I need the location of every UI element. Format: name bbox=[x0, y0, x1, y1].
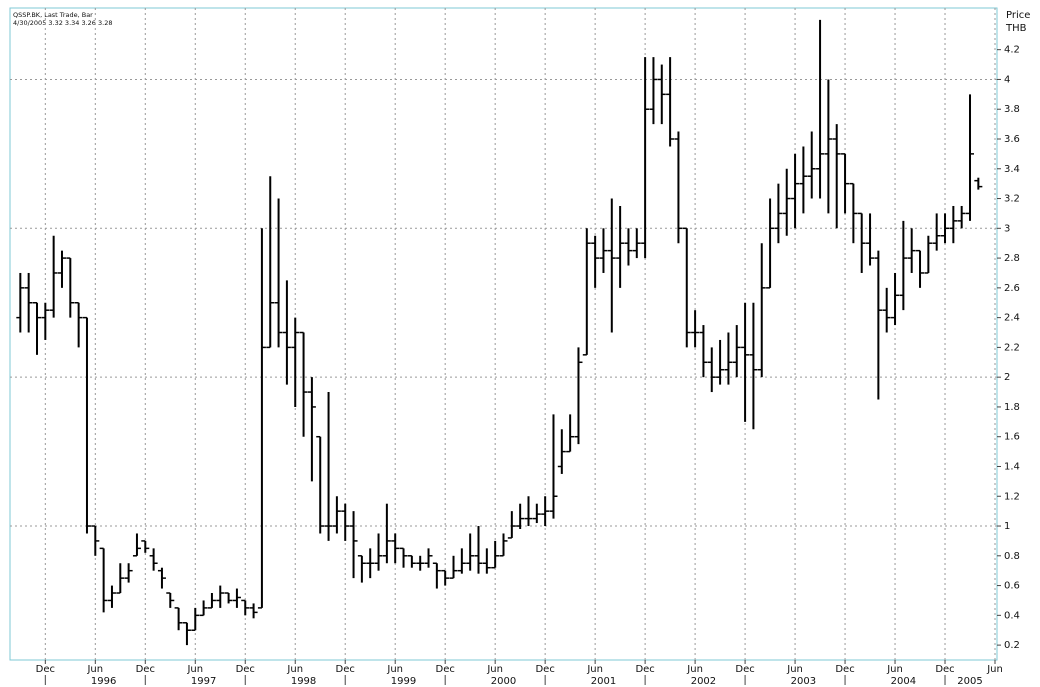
x-year-label: 1996 bbox=[91, 676, 116, 687]
y-tick-label: 0.8 bbox=[1004, 551, 1020, 562]
y-tick-label: 3.6 bbox=[1004, 134, 1020, 145]
x-tick-label: Dec bbox=[535, 664, 554, 675]
x-year-label: 2001 bbox=[591, 676, 616, 687]
y-tick-label: 3.4 bbox=[1004, 164, 1020, 175]
y-tick-label: 3.8 bbox=[1004, 104, 1020, 115]
y-tick-label: 2.6 bbox=[1004, 283, 1020, 294]
x-year-label: 2003 bbox=[791, 676, 816, 687]
x-year-label: 2004 bbox=[891, 676, 916, 687]
x-year-label: 1999 bbox=[391, 676, 416, 687]
y-tick-label: 1.4 bbox=[1004, 461, 1020, 472]
y-tick-label: 3 bbox=[1004, 223, 1010, 234]
y-axis-label: Price bbox=[1006, 10, 1030, 21]
chart-title: QSSP.BK, Last Trade, Bar bbox=[13, 11, 93, 19]
y-tick-label: 0.2 bbox=[1004, 640, 1020, 651]
x-tick-label: Jun bbox=[786, 664, 803, 675]
x-tick-label: Dec bbox=[136, 664, 155, 675]
x-tick-label: Jun bbox=[286, 664, 303, 675]
y-tick-label: 2.8 bbox=[1004, 253, 1020, 264]
x-tick-label: Jun bbox=[186, 664, 203, 675]
plot-frame bbox=[9, 7, 998, 661]
x-year-label: 2000 bbox=[491, 676, 516, 687]
x-year-label: 2002 bbox=[691, 676, 716, 687]
x-year-label: 2005 bbox=[957, 676, 982, 687]
y-axis-unit: THB bbox=[1005, 23, 1027, 34]
x-tick-label: Jun bbox=[686, 664, 703, 675]
x-year-label: 1998 bbox=[291, 676, 316, 687]
x-tick-label: Dec bbox=[735, 664, 754, 675]
y-tick-label: 3.2 bbox=[1004, 194, 1020, 205]
y-tick-label: 1.8 bbox=[1004, 402, 1020, 413]
x-tick-label: Dec bbox=[436, 664, 455, 675]
x-tick-label: Dec bbox=[835, 664, 854, 675]
y-tick-label: 4 bbox=[1004, 74, 1010, 85]
y-tick-label: 1.2 bbox=[1004, 491, 1020, 502]
y-tick-label: 1 bbox=[1004, 521, 1010, 532]
y-tick-label: 2.4 bbox=[1004, 313, 1020, 324]
x-tick-label: Dec bbox=[336, 664, 355, 675]
x-tick-label: Dec bbox=[236, 664, 255, 675]
y-tick-label: 4.2 bbox=[1004, 45, 1020, 56]
chart-subtitle: 4/30/2005 3.32 3.34 3.26 3.28 bbox=[13, 19, 112, 27]
y-tick-label: 2.2 bbox=[1004, 342, 1020, 353]
y-tick-label: 0.6 bbox=[1004, 581, 1020, 592]
x-tick-label: Jun bbox=[486, 664, 503, 675]
x-year-label: 1997 bbox=[191, 676, 216, 687]
y-tick-label: 2 bbox=[1004, 372, 1010, 383]
x-tick-label: Jun bbox=[986, 664, 1003, 675]
x-tick-label: Jun bbox=[586, 664, 603, 675]
x-tick-label: Jun bbox=[386, 664, 403, 675]
y-tick-label: 1.6 bbox=[1004, 432, 1020, 443]
x-tick-label: Dec bbox=[635, 664, 654, 675]
y-tick-label: 0.4 bbox=[1004, 610, 1020, 621]
x-tick-label: Jun bbox=[86, 664, 103, 675]
x-tick-label: Jun bbox=[886, 664, 903, 675]
x-tick-label: Dec bbox=[935, 664, 954, 675]
x-tick-label: Dec bbox=[36, 664, 55, 675]
